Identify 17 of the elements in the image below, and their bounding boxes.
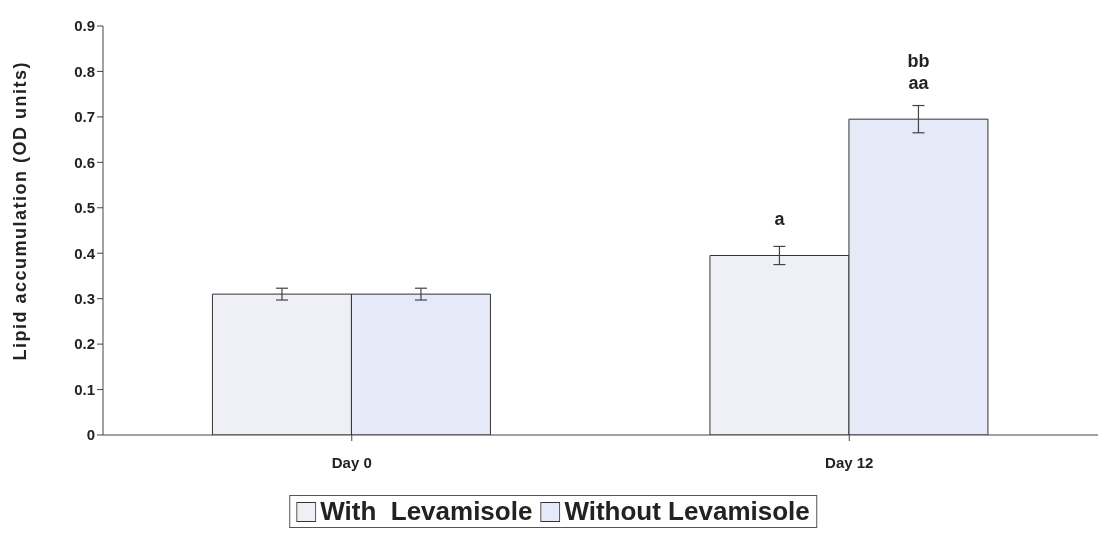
y-tick-label: 0.2	[74, 335, 95, 353]
y-tick-label: 0.8	[74, 62, 95, 80]
data-label: a	[774, 209, 786, 230]
y-tick-label: 0.4	[74, 244, 96, 262]
y-tick-label: 0.6	[74, 153, 95, 171]
x-tick-label: Day 12	[825, 453, 874, 471]
y-tick-label: 0.9	[74, 17, 95, 35]
data-label: bb aa	[907, 51, 930, 94]
legend-label: With Levamisole	[320, 496, 533, 527]
legend-label: Without Levamisole	[564, 496, 810, 527]
y-tick-label: 0.1	[74, 380, 95, 398]
y-tick-label: 0	[86, 426, 95, 444]
y-tick-label: 0.5	[74, 199, 95, 217]
x-tick-label: Day 0	[331, 453, 372, 471]
y-tick-label: 0.3	[74, 289, 95, 307]
y-axis-title: Lipid accumulation (OD units)	[10, 61, 31, 361]
y-tick-label: 0.7	[74, 108, 95, 126]
